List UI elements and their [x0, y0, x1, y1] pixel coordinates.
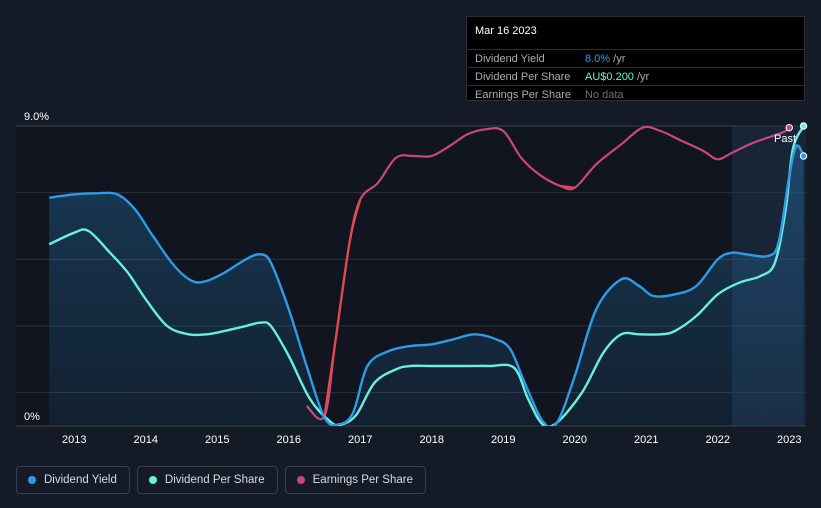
earnings-per-share-decline-segment [560, 184, 575, 189]
tooltip-unit: /yr [610, 53, 626, 65]
tooltip-date: Mar 16 2023 [475, 25, 537, 37]
legend-earnings-per-share[interactable]: Earnings Per Share [284, 466, 426, 494]
x-tick-label: 2021 [634, 434, 658, 446]
y-tick-label: 0% [24, 411, 40, 423]
dividend-yield-dot-icon [28, 476, 36, 484]
x-tick-label: 2017 [348, 434, 372, 446]
tooltip-value-text: No data [585, 89, 624, 101]
dividend-chart: 2013 2014 2015 2016 2017 2018 2019 2020 2021 2022… [16, 111, 808, 446]
tooltip-row-dividend-per-share: Dividend Per Share AU$0.200 /yr [467, 67, 804, 86]
dividend-per-share-dot-icon [148, 476, 157, 484]
tooltip-label: Dividend Yield [475, 53, 545, 65]
dividend-yield-end-marker [799, 152, 808, 160]
tooltip-label: Dividend Per Share [475, 71, 571, 83]
tooltip-label: Earnings Per Share [475, 89, 571, 101]
x-tick-label: 2018 [420, 434, 444, 446]
tooltip-row-dividend-yield: Dividend Yield 8.0% /yr [467, 49, 804, 68]
x-tick-label: 2015 [205, 434, 229, 446]
tooltip: Mar 16 2023 Dividend Yield 8.0% /yr Divi… [466, 16, 805, 101]
x-tick-label: 2020 [563, 434, 587, 446]
earnings-per-share-dot-icon [296, 476, 305, 484]
earnings-per-share-end-marker [785, 123, 793, 132]
tooltip-value-text: 8.0% [585, 53, 611, 65]
tooltip-value-text: AU$0.200 [585, 71, 634, 83]
dividend-yield-area [49, 145, 804, 426]
tooltip-value: 8.0% /yr [585, 53, 625, 65]
x-tick-label: 2022 [706, 434, 730, 446]
tooltip-value: AU$0.200 /yr [585, 71, 649, 83]
y-tick-label: 9.0% [24, 111, 49, 123]
legend-label: Dividend Per Share [164, 474, 265, 486]
dividend-yield-line [49, 144, 805, 426]
tooltip-unit: /yr [633, 71, 650, 83]
dividend-per-share-line [48, 126, 805, 426]
tooltip-value: No data [585, 89, 624, 101]
past-label: Past [774, 133, 796, 145]
earnings-per-share-line [305, 126, 791, 421]
legend-label: Earnings Per Share [312, 474, 413, 486]
x-tick-label: 2023 [777, 434, 801, 446]
x-tick-label: 2013 [62, 434, 86, 446]
chart-legend: Dividend Yield Dividend Per Share Earnin… [16, 466, 426, 494]
legend-dividend-per-share[interactable]: Dividend Per Share [136, 466, 278, 494]
dividend-per-share-end-marker [799, 122, 808, 130]
legend-label: Dividend Yield [44, 474, 117, 486]
earnings-per-share-decline-segment [323, 199, 362, 417]
x-tick-label: 2019 [491, 434, 515, 446]
x-tick-label: 2014 [134, 434, 158, 446]
x-tick-label: 2016 [277, 434, 301, 446]
legend-dividend-yield[interactable]: Dividend Yield [16, 466, 130, 494]
tooltip-row-earnings-per-share: Earnings Per Share No data [467, 85, 804, 104]
